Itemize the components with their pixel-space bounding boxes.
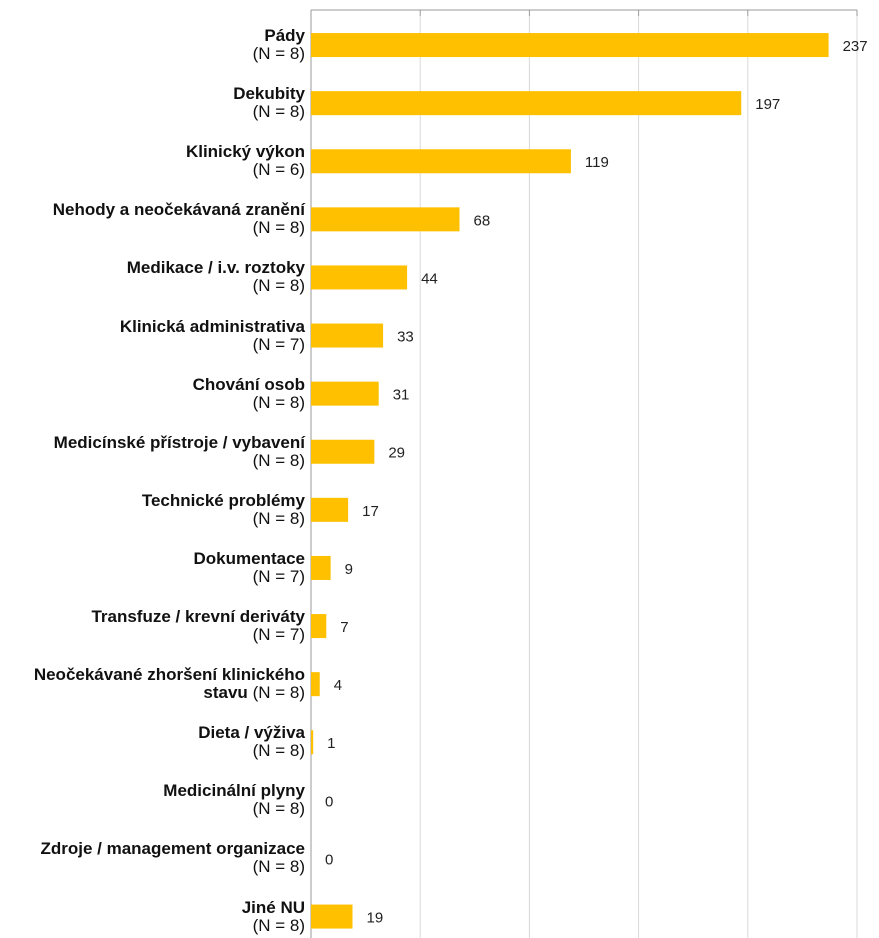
category-n: (N = 6) (252, 160, 305, 180)
value-label: 44 (421, 270, 438, 287)
category-label: Transfuze / krevní deriváty (N = 7) (20, 597, 305, 655)
value-label: 4 (334, 677, 342, 694)
label-text: Chování osob (N = 8) (33, 374, 305, 412)
bar (311, 904, 353, 929)
label-text: Medikace / i.v. roztoky (N = 8) (33, 259, 305, 295)
category-n: (N = 8) (252, 450, 305, 470)
category-label: Technické problémy (N = 8) (20, 481, 305, 539)
category-name: Dokumentace (193, 548, 305, 568)
category-label: Pády (N = 8) (20, 16, 305, 74)
bar (311, 33, 829, 58)
value-label: 19 (366, 910, 383, 927)
bar (311, 555, 331, 580)
category-n: (N = 7) (252, 566, 305, 586)
category-name: Zdroje / management organizace (40, 839, 305, 859)
category-label: Medikace / i.v. roztoky (N = 8) (20, 248, 305, 306)
value-label: 7 (340, 619, 348, 636)
value-label: 29 (388, 445, 405, 462)
label-text: Jiné NU (N = 8) (33, 897, 305, 935)
bar (311, 614, 327, 639)
category-name: Neočekávané zhoršení klinického stavu (33, 665, 305, 703)
label-text: Dokumentace (N = 7) (33, 548, 305, 586)
category-name: Klinická administrativa (119, 316, 305, 336)
category-name: Dieta / výživa (198, 723, 305, 743)
bar (311, 497, 349, 522)
category-name: Medikace / i.v. roztoky (126, 258, 305, 278)
bar (311, 439, 375, 464)
category-label: Dekubity (N = 8) (20, 74, 305, 132)
category-label: Nehody a neočekávaná zranění (N = 8) (20, 190, 305, 248)
category-name: Jiné NU (241, 897, 305, 917)
bar (311, 207, 460, 232)
category-n: (N = 8) (252, 218, 305, 238)
bar (311, 381, 379, 406)
category-name: Medicinální plyny (163, 781, 305, 801)
value-label: 0 (325, 851, 333, 868)
bar (311, 265, 408, 290)
value-label: 237 (843, 38, 868, 55)
category-name: Technické problémy (141, 490, 305, 510)
category-label: Dokumentace (N = 7) (20, 539, 305, 597)
bar (311, 323, 384, 348)
value-label: 17 (362, 503, 379, 520)
category-label: Klinický výkon (N = 6) (20, 132, 305, 190)
value-label: 0 (325, 793, 333, 810)
category-name: Nehody a neočekávaná zranění (52, 200, 305, 220)
category-n: (N = 8) (252, 102, 305, 122)
label-text: Klinická administrativa (N = 7) (33, 316, 305, 354)
label-text: Transfuze / krevní deriváty (N = 7) (33, 608, 305, 644)
value-label: 31 (393, 387, 410, 404)
category-n: (N = 8) (252, 915, 305, 935)
value-label: 9 (345, 561, 353, 578)
label-text: Technické problémy (N = 8) (33, 490, 305, 528)
category-n: (N = 8) (252, 799, 305, 819)
value-label: 197 (755, 96, 780, 113)
category-label: Zdroje / management organizace (N = 8) (20, 829, 305, 887)
label-text: Nehody a neočekávaná zranění (N = 8) (33, 201, 305, 237)
category-name: Dekubity (233, 84, 305, 104)
category-n: (N = 8) (252, 276, 305, 296)
bar (311, 91, 742, 116)
category-name: Klinický výkon (185, 142, 305, 162)
category-label: Chování osob (N = 8) (20, 365, 305, 423)
bar (311, 672, 320, 697)
category-name: Chování osob (192, 374, 305, 394)
category-label: Klinická administrativa (N = 7) (20, 307, 305, 365)
category-label: Jiné NU (N = 8) (20, 888, 305, 938)
category-label: Neočekávané zhoršení klinického stavu (N… (20, 655, 305, 713)
label-text: Dekubity (N = 8) (33, 85, 305, 121)
label-text: Pády (N = 8) (33, 27, 305, 63)
value-label: 1 (327, 735, 335, 752)
category-n: (N = 8) (252, 741, 305, 761)
value-label: 68 (474, 212, 491, 229)
category-n: (N = 7) (252, 334, 305, 354)
value-label: 33 (397, 329, 414, 346)
category-name: Transfuze / krevní deriváty (91, 607, 305, 627)
category-n: (N = 8) (252, 44, 305, 64)
category-n: (N = 8) (252, 857, 305, 877)
category-n: (N = 8) (252, 683, 305, 703)
bar (311, 149, 571, 174)
label-text: Klinický výkon (N = 6) (33, 143, 305, 179)
category-label: Dieta / výživa (N = 8) (20, 713, 305, 771)
category-label: Medicínské přístroje / vybavení (N = 8) (20, 423, 305, 481)
label-text: Dieta / výživa (N = 8) (33, 724, 305, 760)
label-text: Medicínské přístroje / vybavení (N = 8) (33, 432, 305, 470)
bar (311, 730, 314, 755)
label-text: Neočekávané zhoršení klinického stavu (N… (33, 666, 305, 702)
category-name: Medicínské přístroje / vybavení (53, 432, 305, 452)
category-n: (N = 8) (252, 392, 305, 412)
label-text: Medicinální plyny (N = 8) (33, 782, 305, 818)
value-label: 119 (585, 154, 609, 171)
category-name: Pády (264, 26, 305, 46)
category-n: (N = 7) (252, 625, 305, 645)
category-label: Medicinální plyny (N = 8) (20, 771, 305, 829)
label-text: Zdroje / management organizace (N = 8) (33, 840, 305, 876)
category-n: (N = 8) (252, 508, 305, 528)
